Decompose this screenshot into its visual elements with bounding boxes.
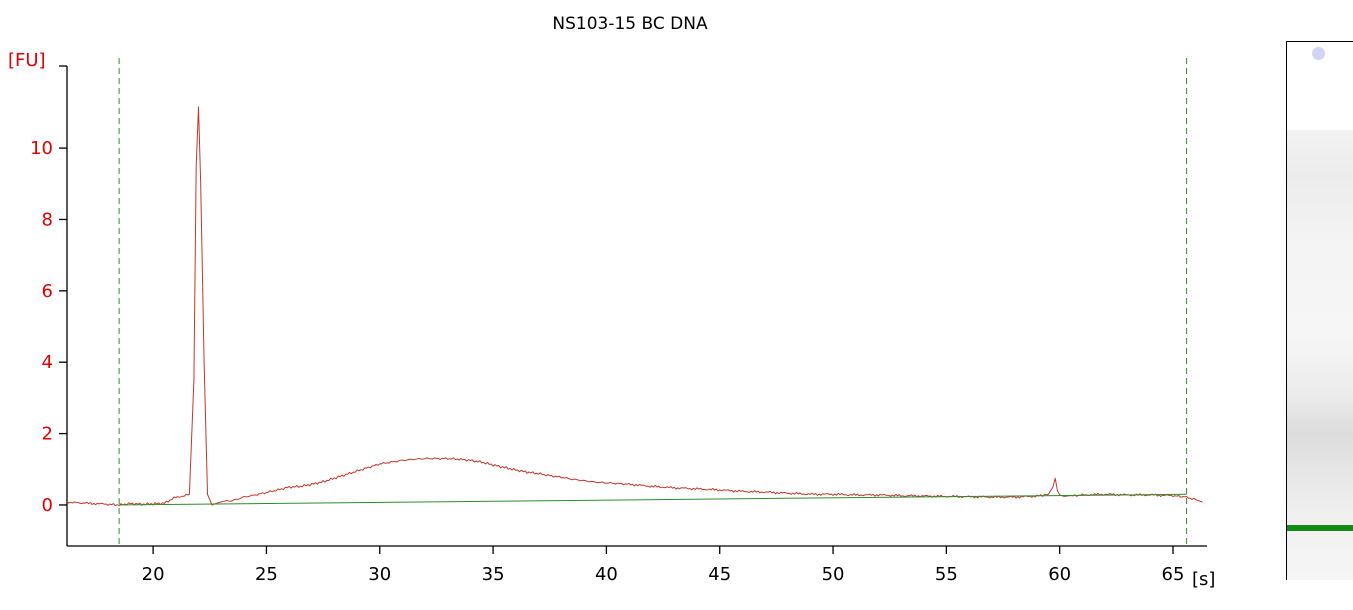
- x-tick-label: 55: [935, 564, 958, 585]
- y-tick-label: 6: [42, 281, 53, 302]
- x-tick-label: 25: [255, 564, 278, 585]
- y-axis-label: [FU]: [8, 50, 46, 71]
- signal-trace: [66, 106, 1203, 507]
- x-tick-label: 30: [368, 564, 391, 585]
- axes: 0 2 4 6 8 10 20 25 30 35 40 45 50 55 60 65: [30, 65, 1207, 585]
- gel-lane: [1287, 130, 1353, 580]
- electropherogram-chart: 0 2 4 6 8 10 20 25 30 35 40 45 50 55 60 65 [FU] [s]: [8, 50, 1215, 590]
- x-tick-label: 65: [1162, 564, 1185, 585]
- gel-image-panel: [1286, 41, 1353, 580]
- y-tick-label: 10: [30, 138, 53, 159]
- x-tick-label: 35: [482, 564, 505, 585]
- y-tick-label: 0: [42, 495, 53, 516]
- x-tick-label: 60: [1048, 564, 1071, 585]
- series: [66, 106, 1203, 507]
- gel-marker-band: [1287, 525, 1353, 531]
- y-tick-label: 4: [42, 352, 53, 373]
- gel-spot: [1312, 47, 1325, 60]
- x-tick-label: 20: [142, 564, 165, 585]
- y-tick-label: 2: [42, 424, 53, 445]
- y-tick-label: 8: [42, 209, 53, 230]
- baseline-line: [119, 493, 1187, 506]
- x-tick-label: 40: [595, 564, 618, 585]
- chart-title: NS103-15 BC DNA: [552, 14, 708, 34]
- x-tick-label: 45: [708, 564, 731, 585]
- x-tick-label: 50: [822, 564, 845, 585]
- x-axis-label: [s]: [1192, 569, 1215, 590]
- marker-lines: [118, 58, 1188, 546]
